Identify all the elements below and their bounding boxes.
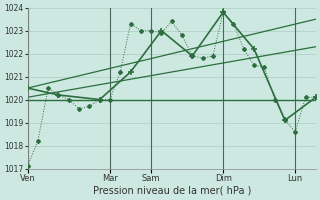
X-axis label: Pression niveau de la mer( hPa ): Pression niveau de la mer( hPa )	[92, 186, 251, 196]
